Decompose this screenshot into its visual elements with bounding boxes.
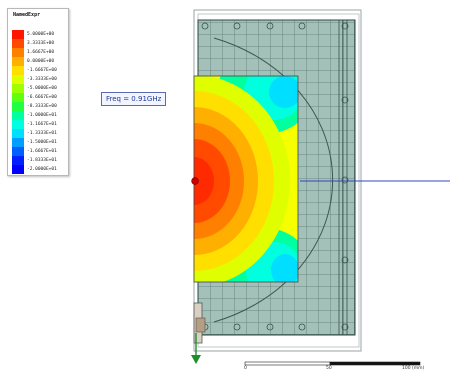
legend-value: -1.3333E+01 xyxy=(27,131,57,136)
legend-value: -1.6667E+01 xyxy=(27,149,57,154)
legend-swatch xyxy=(12,84,24,93)
connector-pin xyxy=(195,317,206,333)
scale-tick-50: 50 xyxy=(326,366,332,371)
legend-swatch xyxy=(12,138,24,147)
legend-swatch xyxy=(12,156,24,165)
legend-entry: -1.5000E+01 xyxy=(12,138,57,147)
legend-value: 0.0000E+00 xyxy=(27,59,55,64)
legend-swatch xyxy=(12,120,24,129)
legend-swatch xyxy=(12,129,24,138)
legend-entry: -1.1667E+01 xyxy=(12,120,57,129)
legend-entry: -5.0000E+00 xyxy=(12,84,57,93)
legend-rows: 5.0000E+00 3.3333E+00 1.6667E+00 0.0000E… xyxy=(12,30,57,174)
legend-value: -3.3333E+00 xyxy=(27,77,57,82)
legend-swatch xyxy=(12,102,24,111)
legend-value: -5.0000E+00 xyxy=(27,86,57,91)
legend-value: -1.0000E+01 xyxy=(27,113,57,118)
legend-swatch xyxy=(12,147,24,156)
scale-tick-100: 100 (mm) xyxy=(402,366,425,371)
legend-title: NamedExpr xyxy=(13,12,41,18)
color-legend[interactable]: NamedExpr 5.0000E+00 3.3333E+00 1.6667E+… xyxy=(7,8,69,176)
legend-value: -8.3333E+00 xyxy=(27,104,57,109)
legend-value: -2.0000E+01 xyxy=(27,167,57,172)
scale-bar xyxy=(244,361,421,366)
legend-value: -6.6667E+00 xyxy=(27,95,57,100)
field-plot xyxy=(194,76,298,282)
legend-swatch xyxy=(12,75,24,84)
via-holes xyxy=(201,22,349,331)
legend-entry: -8.3333E+00 xyxy=(12,102,57,111)
legend-swatch xyxy=(12,111,24,120)
legend-swatch xyxy=(12,57,24,66)
legend-entry: -1.6667E+01 xyxy=(12,147,57,156)
legend-value: -1.5000E+01 xyxy=(27,140,57,145)
legend-entry: -1.3333E+01 xyxy=(12,129,57,138)
legend-entry: 3.3333E+00 xyxy=(12,39,57,48)
axis-arrow-icon xyxy=(191,355,201,364)
radiator-arc xyxy=(213,37,334,323)
legend-entry: -1.6667E+00 xyxy=(12,66,57,75)
port-marker[interactable] xyxy=(191,177,199,185)
legend-entry: -2.0000E+01 xyxy=(12,165,57,174)
legend-swatch xyxy=(12,93,24,102)
legend-entry: 5.0000E+00 xyxy=(12,30,57,39)
legend-entry: -1.0000E+01 xyxy=(12,111,57,120)
legend-swatch xyxy=(12,48,24,57)
legend-value: -1.6667E+00 xyxy=(27,68,57,73)
legend-value: -1.8333E+01 xyxy=(27,158,57,163)
legend-entry: 0.0000E+00 xyxy=(12,57,57,66)
legend-entry: -6.6667E+00 xyxy=(12,93,57,102)
legend-entry: 1.6667E+00 xyxy=(12,48,57,57)
legend-value: -1.1667E+01 xyxy=(27,122,57,127)
legend-swatch xyxy=(12,39,24,48)
legend-entry: -3.3333E+00 xyxy=(12,75,57,84)
legend-swatch xyxy=(12,165,24,174)
frequency-label[interactable]: Freq = 0.91GHz xyxy=(101,92,167,106)
legend-swatch xyxy=(12,66,24,75)
legend-swatch xyxy=(12,30,24,39)
legend-entry: -1.8333E+01 xyxy=(12,156,57,165)
legend-value: 3.3333E+00 xyxy=(27,41,55,46)
legend-value: 1.6667E+00 xyxy=(27,50,55,55)
legend-value: 5.0000E+00 xyxy=(27,32,55,37)
scale-tick-0: 0 xyxy=(244,366,247,371)
